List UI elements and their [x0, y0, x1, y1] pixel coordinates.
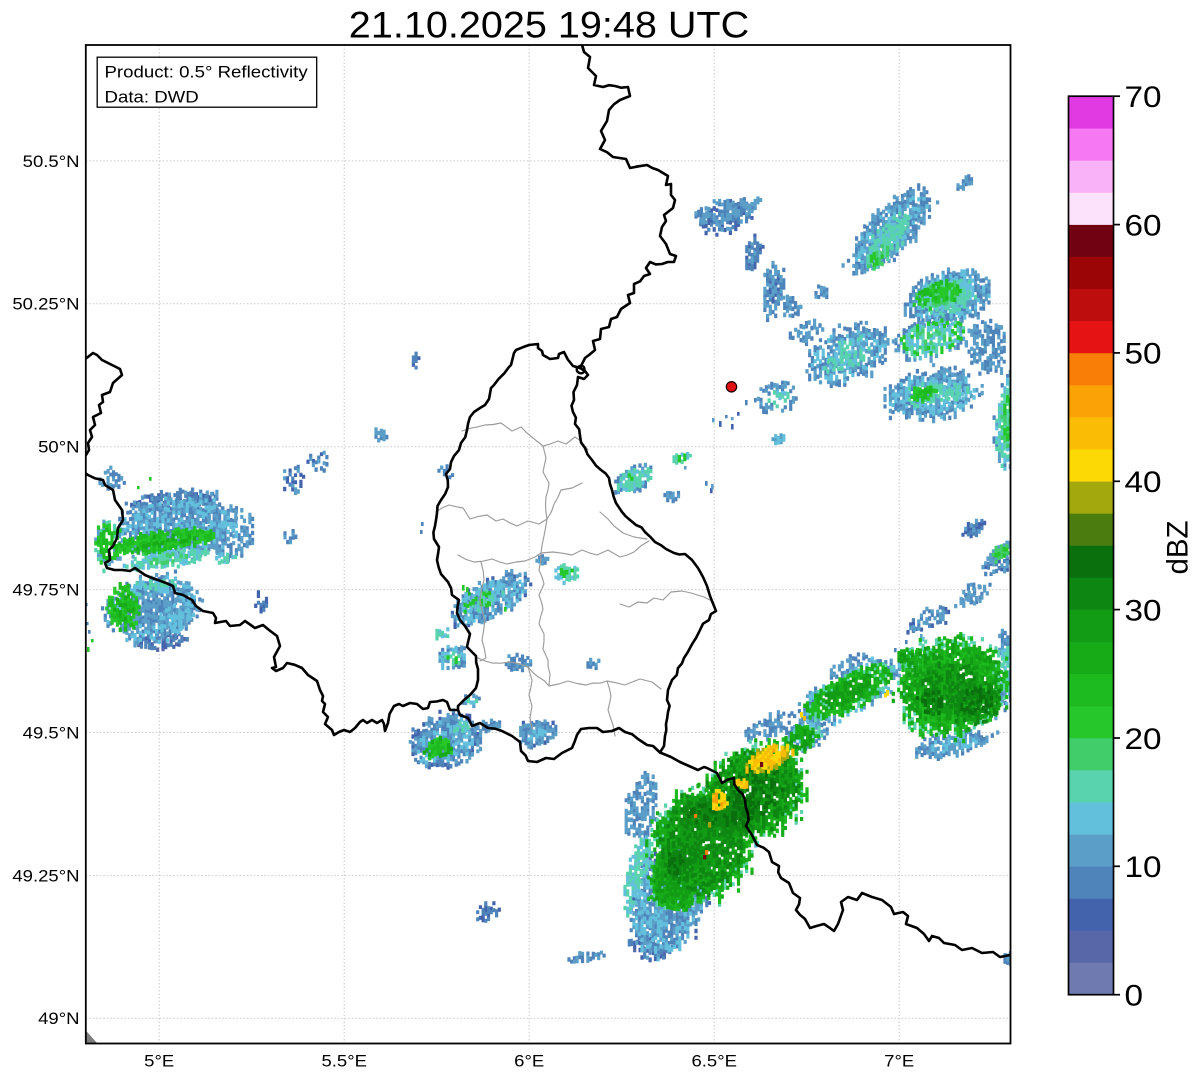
svg-text:70: 70	[1125, 81, 1162, 114]
svg-text:50.5°N: 50.5°N	[23, 152, 80, 171]
svg-text:30: 30	[1125, 594, 1162, 627]
svg-text:6°E: 6°E	[514, 1051, 544, 1070]
svg-text:Data: DWD: Data: DWD	[105, 87, 199, 106]
svg-text:60: 60	[1125, 209, 1162, 242]
svg-text:dBZ: dBZ	[1162, 520, 1195, 574]
svg-text:5°E: 5°E	[144, 1051, 174, 1070]
svg-text:50°N: 50°N	[38, 438, 79, 457]
svg-text:Product: 0.5° Reflectivity: Product: 0.5° Reflectivity	[105, 62, 308, 81]
svg-text:49.5°N: 49.5°N	[23, 723, 80, 742]
svg-text:50: 50	[1125, 337, 1162, 370]
svg-text:5.5°E: 5.5°E	[321, 1051, 367, 1070]
svg-text:50.25°N: 50.25°N	[12, 295, 79, 314]
svg-text:7°E: 7°E	[884, 1051, 914, 1070]
svg-text:6.5°E: 6.5°E	[691, 1051, 737, 1070]
svg-text:49.25°N: 49.25°N	[12, 866, 79, 885]
svg-text:0: 0	[1125, 979, 1144, 1012]
svg-text:21.10.2025 19:48 UTC: 21.10.2025 19:48 UTC	[349, 5, 749, 47]
svg-text:10: 10	[1125, 851, 1162, 884]
svg-text:49°N: 49°N	[38, 1009, 79, 1028]
svg-text:40: 40	[1125, 466, 1162, 499]
svg-text:49.75°N: 49.75°N	[12, 581, 79, 600]
svg-text:20: 20	[1125, 723, 1162, 756]
